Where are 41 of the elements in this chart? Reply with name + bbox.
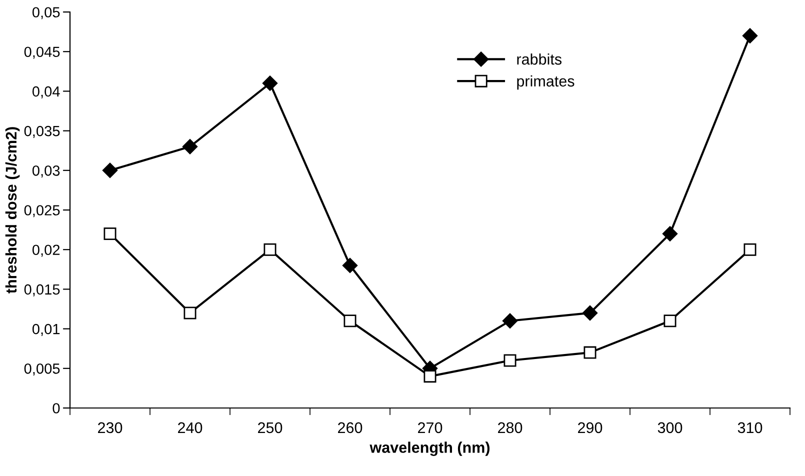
point xyxy=(662,226,678,242)
x-tick-label: 260 xyxy=(338,422,362,434)
y-axis-title: threshold dose (J/cm2) xyxy=(5,127,20,294)
point xyxy=(344,314,356,328)
x-tick-label: 300 xyxy=(658,422,682,434)
point xyxy=(664,314,676,328)
y-tick-label: 0,02 xyxy=(32,244,60,257)
point xyxy=(584,346,596,359)
point xyxy=(102,162,118,178)
y-tick-label: 0 xyxy=(52,403,60,414)
point xyxy=(744,243,756,256)
y-tick-label: 0,025 xyxy=(24,205,60,218)
x-tick-label: 290 xyxy=(578,422,602,434)
y-tick-label: 0,045 xyxy=(24,46,60,59)
y-tick-label: 0,005 xyxy=(24,364,60,376)
x-tick-label: 280 xyxy=(498,422,522,434)
point xyxy=(264,243,276,256)
legend-label: primates xyxy=(517,75,574,90)
point xyxy=(182,139,198,154)
x-tick-label: 310 xyxy=(738,422,762,434)
y-tick-label: 0,04 xyxy=(32,86,60,98)
point xyxy=(504,354,516,367)
point xyxy=(582,305,598,321)
legend-label: rabbits xyxy=(517,53,562,65)
y-tick-label: 0,01 xyxy=(32,324,60,336)
y-tick-label: 0,03 xyxy=(32,166,60,178)
x-tick-label: 250 xyxy=(258,422,282,434)
point xyxy=(342,258,358,274)
point xyxy=(424,370,436,383)
y-tick-label: 0,015 xyxy=(24,284,60,296)
x-tick-label: 270 xyxy=(418,422,442,434)
x-axis-title: wavelength (nm) xyxy=(370,442,490,456)
x-tick-label: 230 xyxy=(98,422,122,434)
point xyxy=(184,306,196,320)
y-tick-label: 0,05 xyxy=(32,7,60,20)
x-tick-label: 240 xyxy=(178,422,202,434)
point xyxy=(104,228,116,240)
point xyxy=(502,313,518,328)
point xyxy=(262,76,278,91)
y-tick-label: 0,035 xyxy=(24,126,60,138)
point xyxy=(742,28,758,44)
